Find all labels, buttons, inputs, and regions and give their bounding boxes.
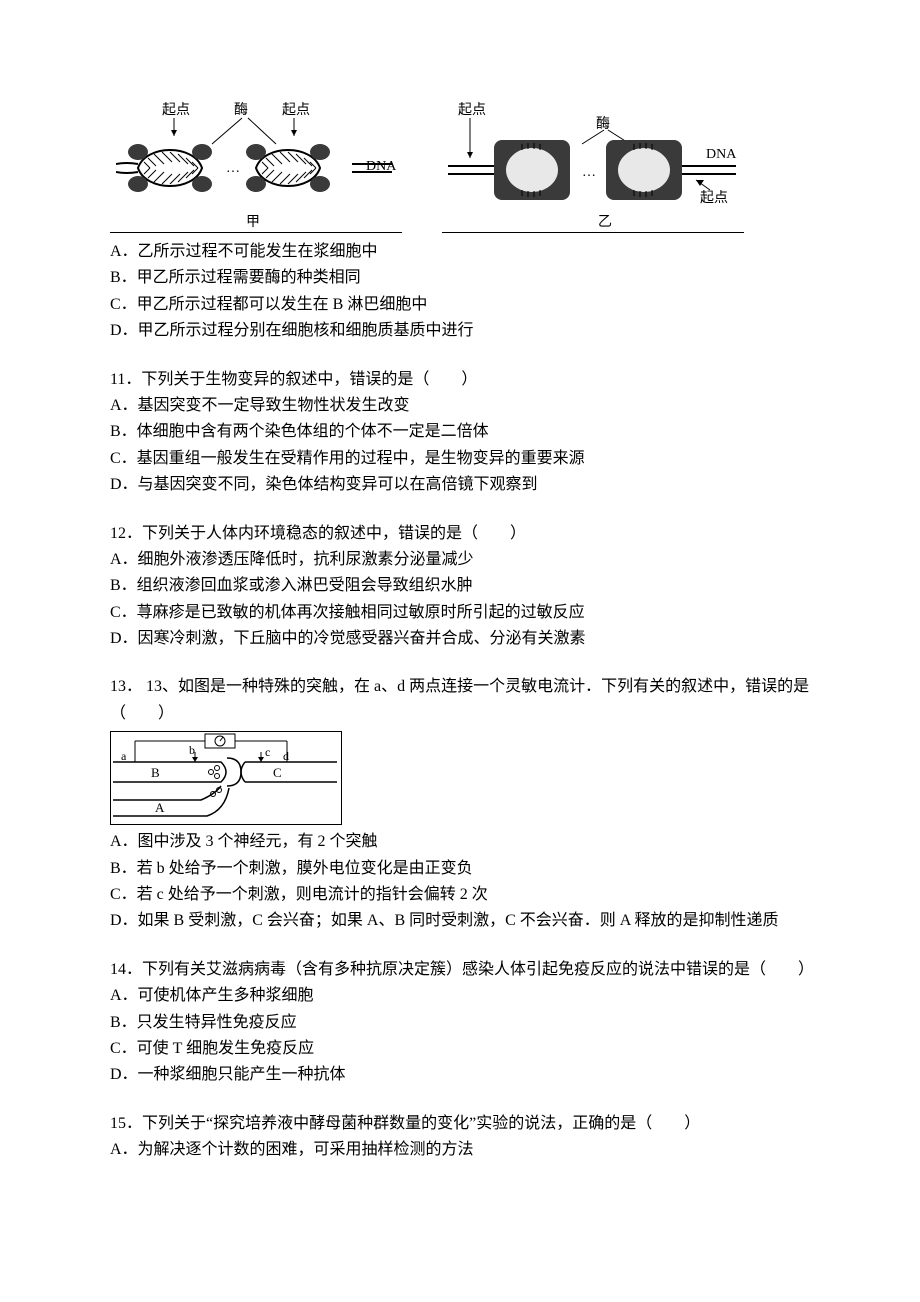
- q10-opt-a: A．乙所示过程不可能发生在浆细胞中: [110, 239, 810, 265]
- svg-text:…: …: [226, 161, 240, 176]
- label-b: b: [189, 743, 195, 757]
- label-enzyme-1: 酶: [234, 102, 248, 118]
- label-dna-2: DNA: [706, 147, 737, 162]
- q14-opt-c: C．可使 T 细胞发生免疫反应: [110, 1036, 810, 1062]
- q10-opt-c: C．甲乙所示过程都可以发生在 B 淋巴细胞中: [110, 292, 810, 318]
- label-origin-3: 起点: [458, 102, 486, 118]
- q11-stem: 11．下列关于生物变异的叙述中，错误的是（ ）: [110, 367, 810, 393]
- q10-opt-d: D．甲乙所示过程分别在细胞核和细胞质基质中进行: [110, 318, 810, 344]
- label-d: d: [283, 749, 289, 763]
- q11-opt-c: C．基因重组一般发生在受精作用的过程中，是生物变异的重要来源: [110, 446, 810, 472]
- q13-stem: 13． 13、如图是一种特殊的突触，在 a、d 两点连接一个灵敏电流计．下列有关…: [110, 674, 810, 727]
- q12-stem: 12．下列关于人体内环境稳态的叙述中，错误的是（ ）: [110, 521, 810, 547]
- q13-opt-d: D．如果 B 受刺激，C 会兴奋；如果 A、B 同时受刺激，C 不会兴奋．则 A…: [110, 908, 810, 934]
- svg-text:…: …: [582, 165, 596, 180]
- q11-opt-a: A．基因突变不一定导致生物性状发生改变: [110, 393, 810, 419]
- label-jia: 甲: [246, 215, 260, 230]
- q11-opt-d: D．与基因突变不同，染色体结构变异可以在高倍镜下观察到: [110, 472, 810, 498]
- q12-opt-b: B．组织液渗回血浆或渗入淋巴受阻会导致组织水肿: [110, 573, 810, 599]
- q15-opt-a: A．为解决逐个计数的困难，可采用抽样检测的方法: [110, 1137, 810, 1163]
- label-origin-4: 起点: [700, 190, 728, 206]
- label-c: c: [265, 745, 270, 759]
- q14-opt-b: B．只发生特异性免疫反应: [110, 1010, 810, 1036]
- label-a: a: [121, 749, 127, 763]
- q12-opt-c: C．荨麻疹是已致敏的机体再次接触相同过敏原时所引起的过敏反应: [110, 600, 810, 626]
- q13-opt-b: B．若 b 处给予一个刺激，膜外电位变化是由正变负: [110, 856, 810, 882]
- q10-opt-b: B．甲乙所示过程需要酶的种类相同: [110, 265, 810, 291]
- q14-opt-a: A．可使机体产生多种浆细胞: [110, 983, 810, 1009]
- figure-jia: 起点 酶 起点 DNA 甲: [110, 100, 402, 233]
- label-origin-1: 起点: [162, 102, 190, 118]
- label-B: B: [151, 765, 160, 780]
- q12-opt-a: A．细胞外液渗透压降低时，抗利尿激素分泌量减少: [110, 547, 810, 573]
- label-A: A: [155, 800, 165, 815]
- label-yi: 乙: [598, 214, 612, 230]
- label-enzyme-2: 酶: [596, 116, 610, 132]
- q15-stem: 15．下列关于“探究培养液中酵母菌种群数量的变化”实验的说法，正确的是（ ）: [110, 1111, 810, 1137]
- q12-opt-d: D．因寒冷刺激，下丘脑中的冷觉感受器兴奋并合成、分泌有关激素: [110, 626, 810, 652]
- q14-stem: 14．下列有关艾滋病病毒（含有多种抗原决定簇）感染人体引起免疫反应的说法中错误的…: [110, 957, 810, 983]
- q13-opt-a: A．图中涉及 3 个神经元，有 2 个突触: [110, 829, 810, 855]
- figure-yi: 起点 酶 DNA 起点 乙: [442, 100, 744, 233]
- q10-figure-row: 起点 酶 起点 DNA 甲: [110, 100, 810, 233]
- label-origin-2: 起点: [282, 102, 310, 118]
- q11-opt-b: B．体细胞中含有两个染色体组的个体不一定是二倍体: [110, 419, 810, 445]
- q14-opt-d: D．一种浆细胞只能产生一种抗体: [110, 1062, 810, 1088]
- q13-opt-c: C．若 c 处给予一个刺激，则电流计的指针会偏转 2 次: [110, 882, 810, 908]
- label-C: C: [273, 765, 282, 780]
- figure-synapse: a b c d B C A: [110, 731, 342, 825]
